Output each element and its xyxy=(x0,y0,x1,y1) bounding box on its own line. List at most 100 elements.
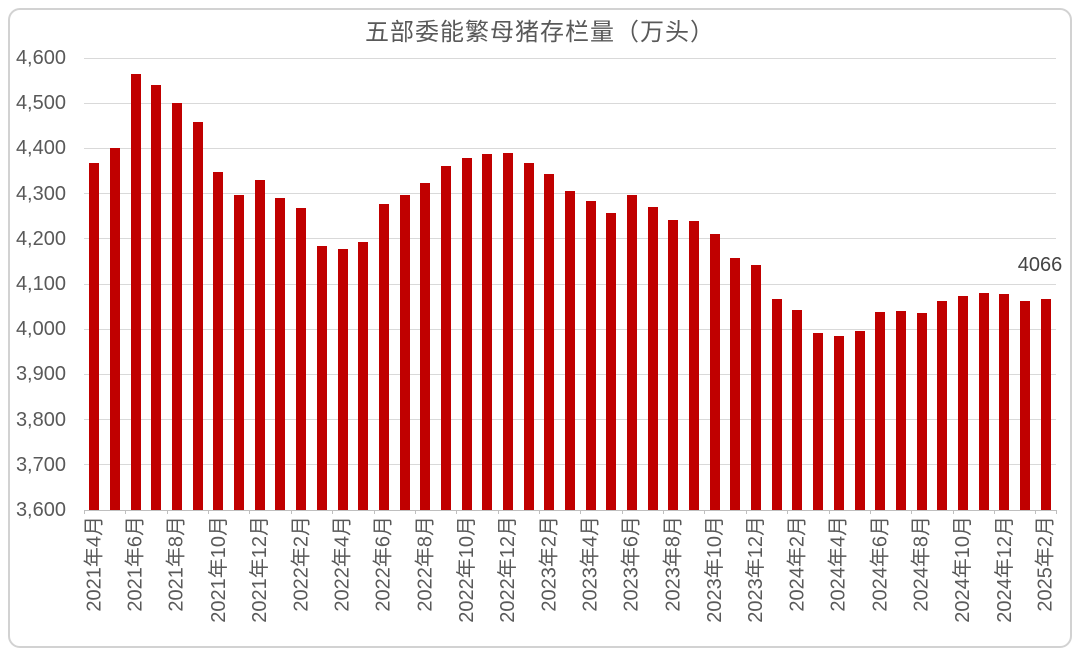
x-axis-tick xyxy=(1056,510,1057,514)
bar xyxy=(751,265,762,510)
chart-title: 五部委能繁母猪存栏量（万头） xyxy=(365,19,715,46)
bar xyxy=(523,163,534,510)
bar xyxy=(172,102,183,510)
bar xyxy=(730,257,741,510)
bar xyxy=(296,208,307,510)
bar xyxy=(151,85,162,510)
x-axis-label: 2023年2月 xyxy=(538,516,561,612)
x-axis-label: 2021年10月 xyxy=(207,516,230,623)
bar xyxy=(792,310,803,510)
bar xyxy=(130,74,141,510)
y-axis-label: 3,800 xyxy=(15,408,66,431)
bar xyxy=(254,180,265,510)
x-axis-label: 2024年12月 xyxy=(993,516,1016,623)
x-axis-label: 2022年4月 xyxy=(331,516,354,612)
x-axis-tick xyxy=(745,510,747,514)
x-axis-tick xyxy=(125,510,127,514)
x-axis-tick xyxy=(373,510,375,514)
y-axis-label: 3,900 xyxy=(15,363,66,386)
x-axis-label: 2025年2月 xyxy=(1034,516,1057,612)
bar xyxy=(875,312,886,510)
bar xyxy=(440,165,451,510)
bar xyxy=(461,157,472,510)
bar xyxy=(854,331,865,510)
y-axis-label: 4,100 xyxy=(15,273,66,295)
x-axis-tick xyxy=(787,510,789,514)
x-axis-label: 2022年8月 xyxy=(414,516,437,612)
x-axis-tick xyxy=(497,510,499,514)
bar xyxy=(275,198,286,510)
x-axis-label: 2023年4月 xyxy=(579,516,602,612)
bar xyxy=(709,234,720,510)
x-axis-label: 2024年4月 xyxy=(827,516,850,612)
x-axis-label: 2023年10月 xyxy=(703,516,726,623)
y-axis-label: 4,300 xyxy=(15,182,66,205)
x-axis-tick xyxy=(538,510,540,514)
bar xyxy=(482,153,493,510)
bar xyxy=(999,293,1010,510)
x-axis-label: 2022年10月 xyxy=(455,516,478,623)
x-axis-label: 2023年8月 xyxy=(662,516,685,612)
bar xyxy=(1040,299,1051,510)
bar xyxy=(585,200,596,510)
y-axis-label: 4,500 xyxy=(15,92,66,115)
bar xyxy=(234,195,245,510)
x-axis-tick xyxy=(290,510,292,514)
x-axis-label: 2024年2月 xyxy=(786,516,809,612)
bar xyxy=(89,162,100,510)
x-axis-tick xyxy=(208,510,210,514)
bar xyxy=(110,148,121,510)
bar xyxy=(937,301,948,510)
bar xyxy=(316,245,327,510)
x-axis-tick xyxy=(249,510,251,514)
last-value-label: 4066 xyxy=(1017,254,1063,276)
bar xyxy=(192,121,203,510)
y-axis-label: 4,600 xyxy=(15,47,66,69)
bar xyxy=(420,182,431,510)
bar xyxy=(358,242,369,510)
x-axis-label: 2021年12月 xyxy=(248,516,271,623)
bar xyxy=(895,310,906,510)
bar xyxy=(833,335,844,510)
bar xyxy=(771,298,782,510)
bar xyxy=(668,220,679,510)
x-axis-tick xyxy=(621,510,623,514)
x-axis-label: 2021年4月 xyxy=(83,516,106,612)
bar xyxy=(337,249,348,510)
bar xyxy=(544,174,555,510)
bar xyxy=(957,296,968,510)
x-axis-tick xyxy=(663,510,665,514)
x-axis-tick xyxy=(993,510,995,514)
x-axis-label: 2024年8月 xyxy=(910,516,933,612)
gridline xyxy=(84,147,1056,149)
x-axis-label: 2023年6月 xyxy=(621,516,644,612)
x-axis-label: 2023年12月 xyxy=(745,516,768,623)
x-axis-label: 2024年6月 xyxy=(869,516,892,612)
bar xyxy=(565,191,575,510)
bar xyxy=(1019,301,1030,510)
bar xyxy=(502,152,513,510)
x-axis-label: 2022年2月 xyxy=(290,516,313,612)
y-axis-label: 4,400 xyxy=(15,137,66,160)
bar xyxy=(606,212,617,510)
x-axis-label: 2021年8月 xyxy=(166,516,189,612)
y-axis-label: 4,000 xyxy=(15,318,66,341)
x-axis-tick xyxy=(166,510,168,514)
x-axis-tick xyxy=(580,510,582,514)
y-axis-label: 4,200 xyxy=(15,227,66,250)
x-axis-label: 2022年6月 xyxy=(372,516,395,612)
x-axis-tick xyxy=(84,510,85,514)
gridline xyxy=(84,102,1056,104)
x-axis-tick xyxy=(911,510,913,514)
x-axis-label: 2022年12月 xyxy=(496,516,519,623)
x-axis-tick xyxy=(952,510,954,514)
x-axis-label: 2024年10月 xyxy=(951,516,974,623)
bar xyxy=(813,332,824,510)
bar xyxy=(213,171,224,510)
bar xyxy=(647,206,658,510)
bar xyxy=(978,293,989,510)
x-axis-tick xyxy=(456,510,458,514)
x-axis-tick xyxy=(332,510,334,514)
x-axis-tick xyxy=(414,510,416,514)
